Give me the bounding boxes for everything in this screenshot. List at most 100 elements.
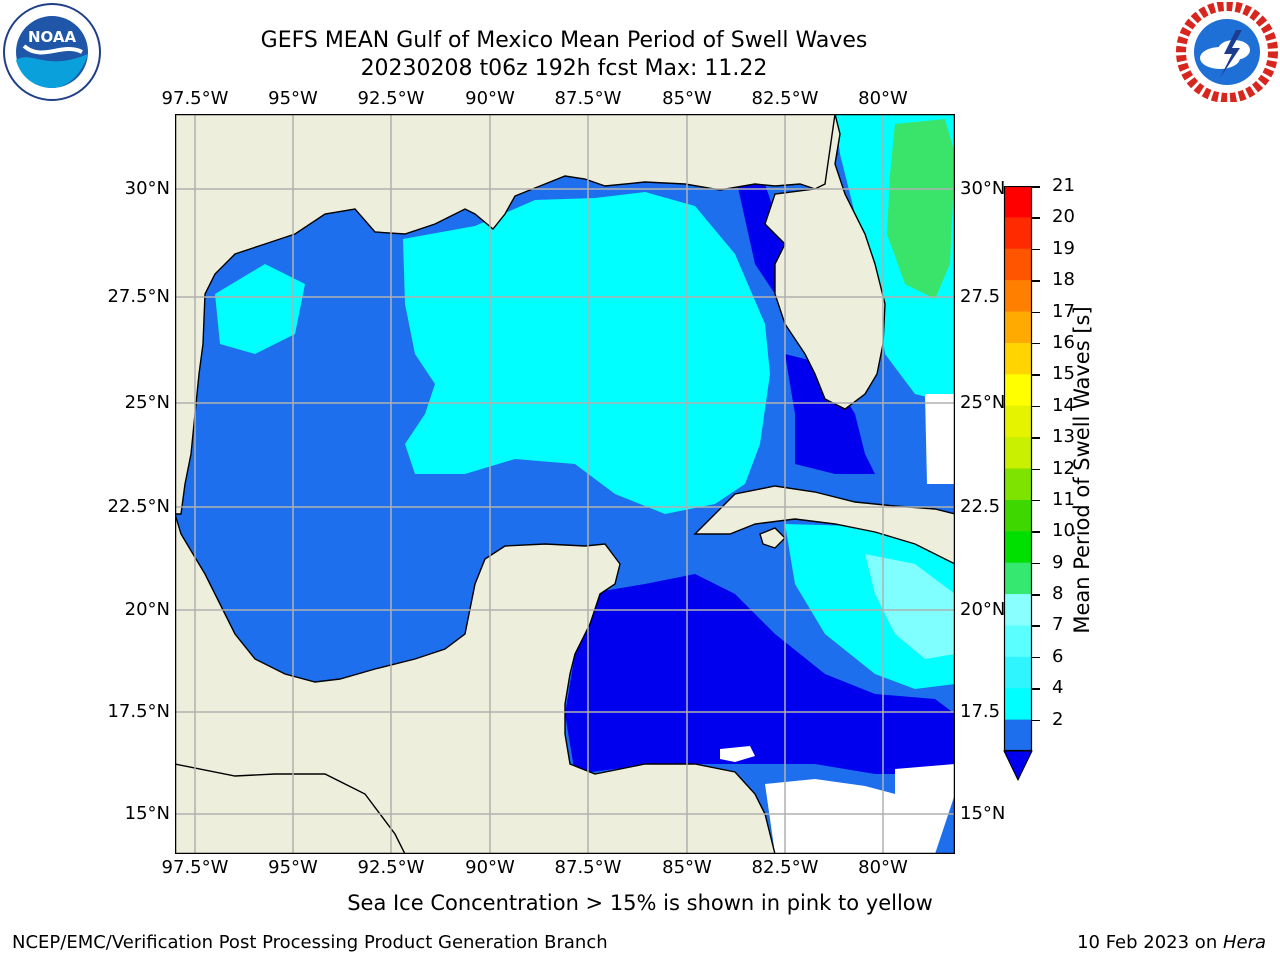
noaa-logo-text: NOAA xyxy=(28,28,77,46)
lat-tick-label: 20°N xyxy=(124,599,170,620)
colorbar-tick-label: 11 xyxy=(1052,488,1075,510)
deep-blue-florida xyxy=(785,354,875,474)
land-central-america xyxy=(175,763,406,854)
deep-blue-east-gulf xyxy=(735,174,785,294)
colorbar-segment xyxy=(1004,437,1032,469)
colorbar-tick-label: 14 xyxy=(1052,394,1075,416)
lon-tick-label: 80°W xyxy=(858,88,908,109)
land-cuba xyxy=(693,485,955,565)
colorbar-label: Mean Period of Swell Waves [s] xyxy=(1070,306,1094,634)
lat-tick-label: 30°N xyxy=(124,178,170,199)
colorbar-tick-mark xyxy=(1032,594,1040,596)
colorbar-segment xyxy=(1004,280,1032,313)
lon-tick-label: 95°W xyxy=(268,88,318,109)
lon-tick-label: 87.5°W xyxy=(554,857,622,878)
lat-tick-label: 22.5 xyxy=(960,496,1001,517)
lon-tick-label: 90°W xyxy=(465,857,515,878)
lat-tick-label: 25°N xyxy=(124,392,170,413)
colorbar-tick-label: 2 xyxy=(1052,708,1064,730)
colorbar-segment xyxy=(1004,217,1032,250)
colorbar-tick-mark xyxy=(1032,656,1040,659)
colorbar-tick-mark xyxy=(1032,311,1040,314)
sea-ice-note: Sea Ice Concentration > 15% is shown in … xyxy=(347,891,933,915)
colorbar-segment xyxy=(1004,405,1032,438)
lon-tick-label: 97.5°W xyxy=(161,857,229,878)
lon-tick-label: 80°W xyxy=(858,857,908,878)
map-frame xyxy=(174,113,956,855)
lat-tick-label: 15°N xyxy=(960,803,1006,824)
colorbar-tick-mark xyxy=(1032,468,1040,470)
lon-tick-label: 85°W xyxy=(662,857,712,878)
nodata-patch-4 xyxy=(925,394,955,484)
colorbar-tick-mark xyxy=(1032,437,1040,439)
colorbar-segment xyxy=(1004,186,1032,218)
colorbar-tick-label: 4 xyxy=(1052,677,1064,699)
nodata-patch-2 xyxy=(895,764,955,854)
colorbar-tick-label: 16 xyxy=(1052,331,1075,353)
colorbar-tick-mark xyxy=(1032,342,1040,345)
colorbar-tick-label: 7 xyxy=(1052,614,1064,636)
caribbean-light-cyan xyxy=(865,554,955,659)
chart-title: GEFS MEAN Gulf of Mexico Mean Period of … xyxy=(260,28,868,53)
colorbar-tick-mark xyxy=(1032,248,1040,251)
colorbar-tick-mark xyxy=(1032,374,1040,376)
lat-tick-label: 15°N xyxy=(124,803,170,824)
land-isla-juventud xyxy=(759,527,786,549)
lat-tick-label: 30°N xyxy=(960,178,1006,199)
date-stamp: 10 Feb 2023 on Hera xyxy=(1077,932,1266,953)
lon-tick-label: 97.5°W xyxy=(161,88,229,109)
colorbar-tick-mark xyxy=(1032,186,1040,188)
colorbar-segment xyxy=(1004,468,1032,501)
nws-logo xyxy=(1176,1,1278,103)
colorbar-tick-label: 15 xyxy=(1052,363,1075,385)
colorbar-tick-mark xyxy=(1032,405,1040,408)
colorbar-tick-label: 6 xyxy=(1052,645,1064,667)
colorbar-tick-label: 19 xyxy=(1052,237,1075,259)
colorbar-tick-label: 8 xyxy=(1052,583,1064,605)
lat-tick-label: 17.5°N xyxy=(107,701,170,722)
lon-tick-label: 92.5°W xyxy=(357,857,425,878)
lon-tick-label: 90°W xyxy=(465,88,515,109)
land-usa xyxy=(175,114,838,515)
lon-tick-label: 95°W xyxy=(268,857,318,878)
land-florida xyxy=(764,114,886,410)
lat-tick-label: 17.5 xyxy=(960,701,1001,722)
host-name: Hera xyxy=(1222,932,1266,953)
colorbar-tick-label: 13 xyxy=(1052,426,1075,448)
lon-tick-label: 82.5°W xyxy=(751,88,819,109)
colorbar-segment xyxy=(1004,311,1032,344)
credit-text: NCEP/EMC/Verification Post Processing Pr… xyxy=(12,932,608,953)
colorbar-segment xyxy=(1004,656,1032,689)
colorbar-segment xyxy=(1004,594,1032,626)
lon-tick-label: 87.5°W xyxy=(554,88,622,109)
colorbar-tick-label: 18 xyxy=(1052,269,1075,291)
colorbar-tick-label: 12 xyxy=(1052,457,1075,479)
colorbar-tick-mark xyxy=(1032,562,1040,565)
colorbar-segment xyxy=(1004,688,1032,721)
cyan-west-patch xyxy=(215,264,305,354)
colorbar-extend-arrow xyxy=(1003,750,1033,782)
colorbar-segment xyxy=(1004,499,1032,532)
colorbar-tick-mark xyxy=(1032,688,1040,690)
lon-tick-label: 85°W xyxy=(662,88,712,109)
colorbar-tick-mark xyxy=(1032,719,1040,722)
colorbar-segment xyxy=(1004,248,1032,281)
lon-tick-label: 92.5°W xyxy=(357,88,425,109)
lat-tick-label: 27.5°N xyxy=(107,286,170,307)
map-panel xyxy=(174,113,956,855)
nodata-patch-3 xyxy=(720,746,755,762)
colorbar-tick-label: 20 xyxy=(1052,206,1075,228)
colorbar-tick-mark xyxy=(1032,217,1040,219)
colorbar-tick-label: 10 xyxy=(1052,520,1075,542)
colorbar-segment xyxy=(1004,625,1032,658)
gridlines xyxy=(175,114,955,854)
cyan-swell-region xyxy=(403,192,770,514)
colorbar-segment xyxy=(1004,562,1032,595)
colorbar-tick-label: 21 xyxy=(1052,175,1075,196)
colorbar-tick-label: 9 xyxy=(1052,551,1064,573)
colorbar-segment xyxy=(1004,531,1032,564)
colorbar xyxy=(1000,185,1040,786)
date-text: 10 Feb 2023 on xyxy=(1077,932,1223,953)
colorbar-segment xyxy=(1004,342,1032,375)
colorbar-tick-mark xyxy=(1032,280,1040,282)
